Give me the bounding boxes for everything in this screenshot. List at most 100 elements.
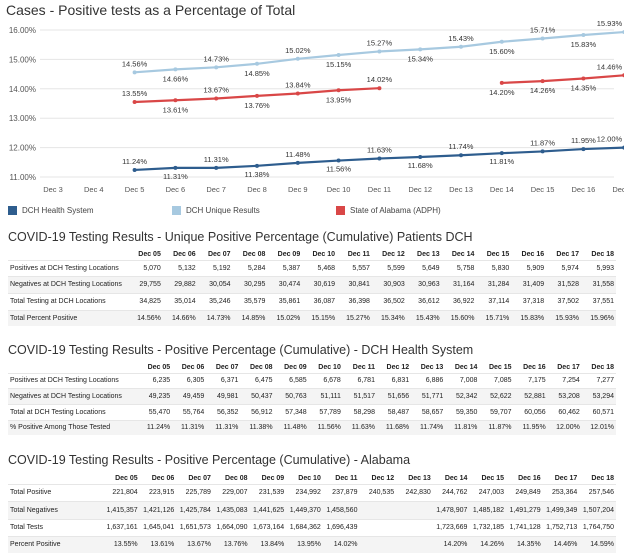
y-tick-label: 12.00% <box>9 144 36 153</box>
table-cell: 223,915 <box>139 483 177 501</box>
table-cell: 7,008 <box>445 372 480 388</box>
table-cell: 58,657 <box>411 403 446 420</box>
table-cell: 60,462 <box>547 403 582 420</box>
table-cell: 6,475 <box>240 372 275 388</box>
x-tick-label: Dec 14 <box>490 185 514 194</box>
data-label: 13.67% <box>203 86 229 95</box>
data-point <box>173 165 178 170</box>
column-header: Dec 06 <box>151 475 175 483</box>
data-point <box>581 147 586 152</box>
column-header: Dec 13 <box>420 364 444 372</box>
x-tick-label: Dec 16 <box>572 185 596 194</box>
data-point <box>540 79 545 84</box>
column-header: Dec 07 <box>188 475 211 483</box>
column-header: Dec 07 <box>215 364 239 372</box>
data-point <box>336 88 341 93</box>
row-label: Total Testing at DCH Locations <box>8 292 128 310</box>
row-label: Negatives at DCH Testing Locations <box>8 275 128 293</box>
column-header: Dec 18 <box>591 364 614 372</box>
table-row: Total Positive 221,804 223,915 225,789 229,0… <box>8 483 616 501</box>
table-cell: 11.24% <box>138 419 173 435</box>
table-cell: 1,449,370 <box>286 500 323 519</box>
data-point <box>255 163 259 168</box>
data-label: 11.31% <box>204 155 229 164</box>
data-label: 11.81% <box>489 157 514 166</box>
y-tick-label: 15.00% <box>9 55 36 64</box>
data-label: 14.02% <box>367 75 393 84</box>
data-point <box>540 149 545 154</box>
table-cell: 11.81% <box>445 419 480 435</box>
data-label: 11.74% <box>449 142 474 151</box>
table-cell: 14.66% <box>162 309 198 326</box>
table-cell: 1,491,279 <box>506 500 543 519</box>
table-cell: 11.31% <box>206 419 241 435</box>
data-point <box>214 165 219 170</box>
table-cell: 11.63% <box>342 419 377 435</box>
table-cell: 49,459 <box>172 387 207 404</box>
y-tick-label: 11.00% <box>9 173 36 182</box>
table-cell: 34,825 <box>128 292 163 310</box>
table-cell: 51,656 <box>376 387 412 404</box>
table-cell: 1,499,349 <box>542 500 580 519</box>
legend-label: DCH Health System <box>22 206 94 215</box>
table-cell: 1,741,128 <box>506 518 543 536</box>
table-cell: 57,348 <box>274 403 309 420</box>
data-label: 11.48% <box>285 150 310 159</box>
legend-item-dch-unique-results[interactable]: DCH Unique Results <box>172 206 260 215</box>
table-cell: 6,235 <box>138 372 173 388</box>
legend-item-dch-health-system[interactable]: DCH Health System <box>8 206 94 215</box>
y-tick-label: 16.00% <box>9 26 36 35</box>
x-tick-label: Dec 7 <box>206 185 226 194</box>
data-point <box>499 151 504 156</box>
data-label: 11.24% <box>122 157 147 166</box>
table-row: Positives at DCH Testing Locations 5,070 5… <box>8 259 616 276</box>
table-cell: 13.84% <box>249 535 287 553</box>
data-label: 14.66% <box>163 74 189 83</box>
table-cell: 31,409 <box>511 275 547 293</box>
data-label: 15.27% <box>367 38 393 47</box>
data-label: 14.73% <box>203 54 229 63</box>
table-cell: 56,912 <box>240 403 275 420</box>
table-cell: 15.34% <box>371 309 407 326</box>
table-cell: 51,771 <box>411 387 446 404</box>
table-cell: 60,056 <box>513 403 548 420</box>
column-header: Dec 16 <box>518 475 541 483</box>
table-cell: 1,651,573 <box>176 518 213 536</box>
table-cell: 35,014 <box>162 292 198 310</box>
table-cell: 37,114 <box>476 292 512 310</box>
table-cell: 56,352 <box>206 403 241 420</box>
column-header: Dec 08 <box>224 475 248 483</box>
column-header: Dec 07 <box>207 251 231 259</box>
series-line <box>501 74 624 85</box>
table-cell: 1,732,185 <box>469 518 507 536</box>
table-row: Total Testing at DCH Locations 34,825 35,0… <box>8 292 616 310</box>
column-header: Dec 06 <box>181 364 205 372</box>
table-cell: 30,474 <box>267 275 303 293</box>
table-cell: 53,294 <box>581 387 616 404</box>
table-cell: 1,723,669 <box>432 518 470 536</box>
table-cell: 242,830 <box>396 483 433 501</box>
data-label: 15.71% <box>530 26 556 35</box>
data-point <box>336 158 341 163</box>
table-cell: 6,886 <box>411 372 446 388</box>
table-cell: 30,054 <box>197 275 233 293</box>
line-chart: 11.00% 12.00% 13.00% 14.00% 15.00% 16.00% Dec … <box>9 19 624 194</box>
table-cell: 11.38% <box>240 419 275 435</box>
table-cell: 1,421,126 <box>139 500 177 519</box>
table-cell: 52,881 <box>513 387 548 404</box>
table-cell: 15.15% <box>302 309 338 326</box>
data-label: 15.93% <box>597 19 623 28</box>
data-label: 15.83% <box>571 40 597 49</box>
data-label: 15.43% <box>448 34 474 43</box>
table-cell: 13.76% <box>212 535 250 553</box>
table-corner <box>8 474 103 484</box>
column-header: Dec 13 <box>408 475 431 483</box>
table-row: Total Tests 1,637,161 1,645,041 1,651,573 1,… <box>8 518 616 536</box>
column-header: Dec 18 <box>591 475 614 483</box>
table-cell: 15.71% <box>476 309 512 326</box>
legend-item-state-of-alabama[interactable]: State of Alabama (ADPH) <box>336 206 441 215</box>
row-label: % Positive Among Those Tested <box>8 419 138 435</box>
data-label: 11.31% <box>163 172 188 181</box>
table-cell: 6,678 <box>308 372 343 388</box>
table-cell: 52,342 <box>445 387 480 404</box>
